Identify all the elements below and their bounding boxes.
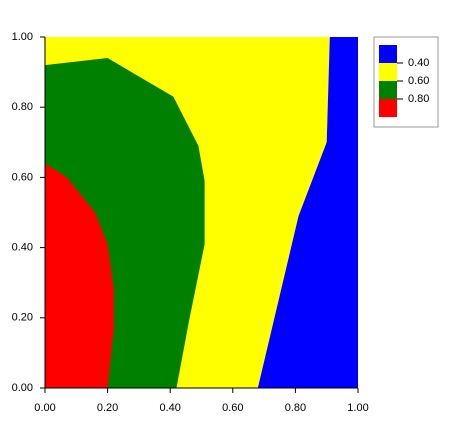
x-tick-label: 0.00: [34, 402, 55, 414]
y-tick-label: 0.20: [12, 312, 33, 324]
legend-label: 0.80: [408, 93, 429, 105]
legend-swatch: [379, 63, 397, 81]
x-tick-label: 1.00: [347, 402, 368, 414]
legend-swatch: [379, 81, 397, 99]
legend-label: 0.60: [408, 75, 429, 87]
contour-region: [257, 37, 358, 388]
y-tick-label: 1.00: [12, 31, 33, 43]
x-tick-label: 0.20: [97, 402, 118, 414]
legend-swatch: [379, 99, 397, 117]
x-tick-label: 0.40: [159, 402, 180, 414]
y-tick-label: 0.40: [12, 242, 33, 254]
x-tick-label: 0.80: [285, 402, 306, 414]
legend-swatch: [379, 45, 397, 63]
y-tick-label: 0.80: [12, 101, 33, 113]
x-tick-label: 0.60: [222, 402, 243, 414]
y-tick-label: 0.00: [12, 382, 33, 394]
legend-label: 0.40: [408, 57, 429, 69]
y-tick-label: 0.60: [12, 171, 33, 183]
contour-region: [45, 163, 114, 388]
